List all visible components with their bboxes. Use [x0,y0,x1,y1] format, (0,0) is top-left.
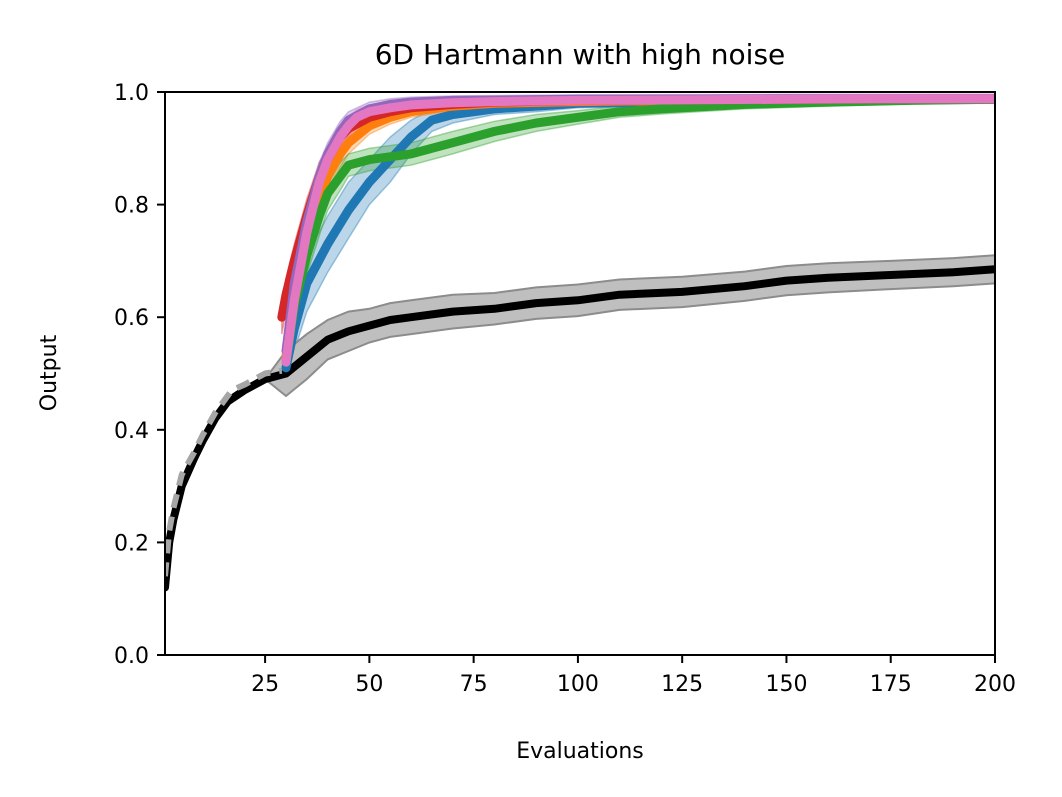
series-line-black [165,265,995,592]
band-blue [285,94,995,385]
series-line-pink [281,94,995,367]
y-tick-label: 0.8 [114,194,149,219]
band-black [165,254,995,588]
y-axis: 0.0 0.2 0.4 0.6 0.8 1.0 [114,81,165,669]
plot-frame [164,91,996,656]
plot-area [165,93,995,592]
x-axis-label: Evaluations [516,739,644,764]
y-tick-label: 0.6 [114,306,149,331]
x-tick-label: 50 [355,672,383,697]
x-tick-label: 25 [251,672,279,697]
y-tick-label: 1.0 [114,81,149,106]
band-green [285,95,995,380]
y-tick-label: 0.4 [114,419,149,444]
x-tick-label: 75 [460,672,488,697]
chart-title: 6D Hartmann with high noise [375,38,786,71]
x-axis: 25 50 75 100 125 150 175 200 [251,655,1016,697]
y-tick-label: 0.0 [114,644,149,669]
x-tick-label: 200 [974,672,1016,697]
y-tick-label: 0.2 [114,531,149,556]
x-tick-label: 175 [870,672,912,697]
series-line-green [281,94,995,367]
x-tick-label: 150 [765,672,807,697]
x-tick-label: 125 [661,672,703,697]
x-tick-label: 100 [557,672,599,697]
y-axis-label: Output [37,334,62,411]
series-line-gray-dashed [165,367,283,577]
